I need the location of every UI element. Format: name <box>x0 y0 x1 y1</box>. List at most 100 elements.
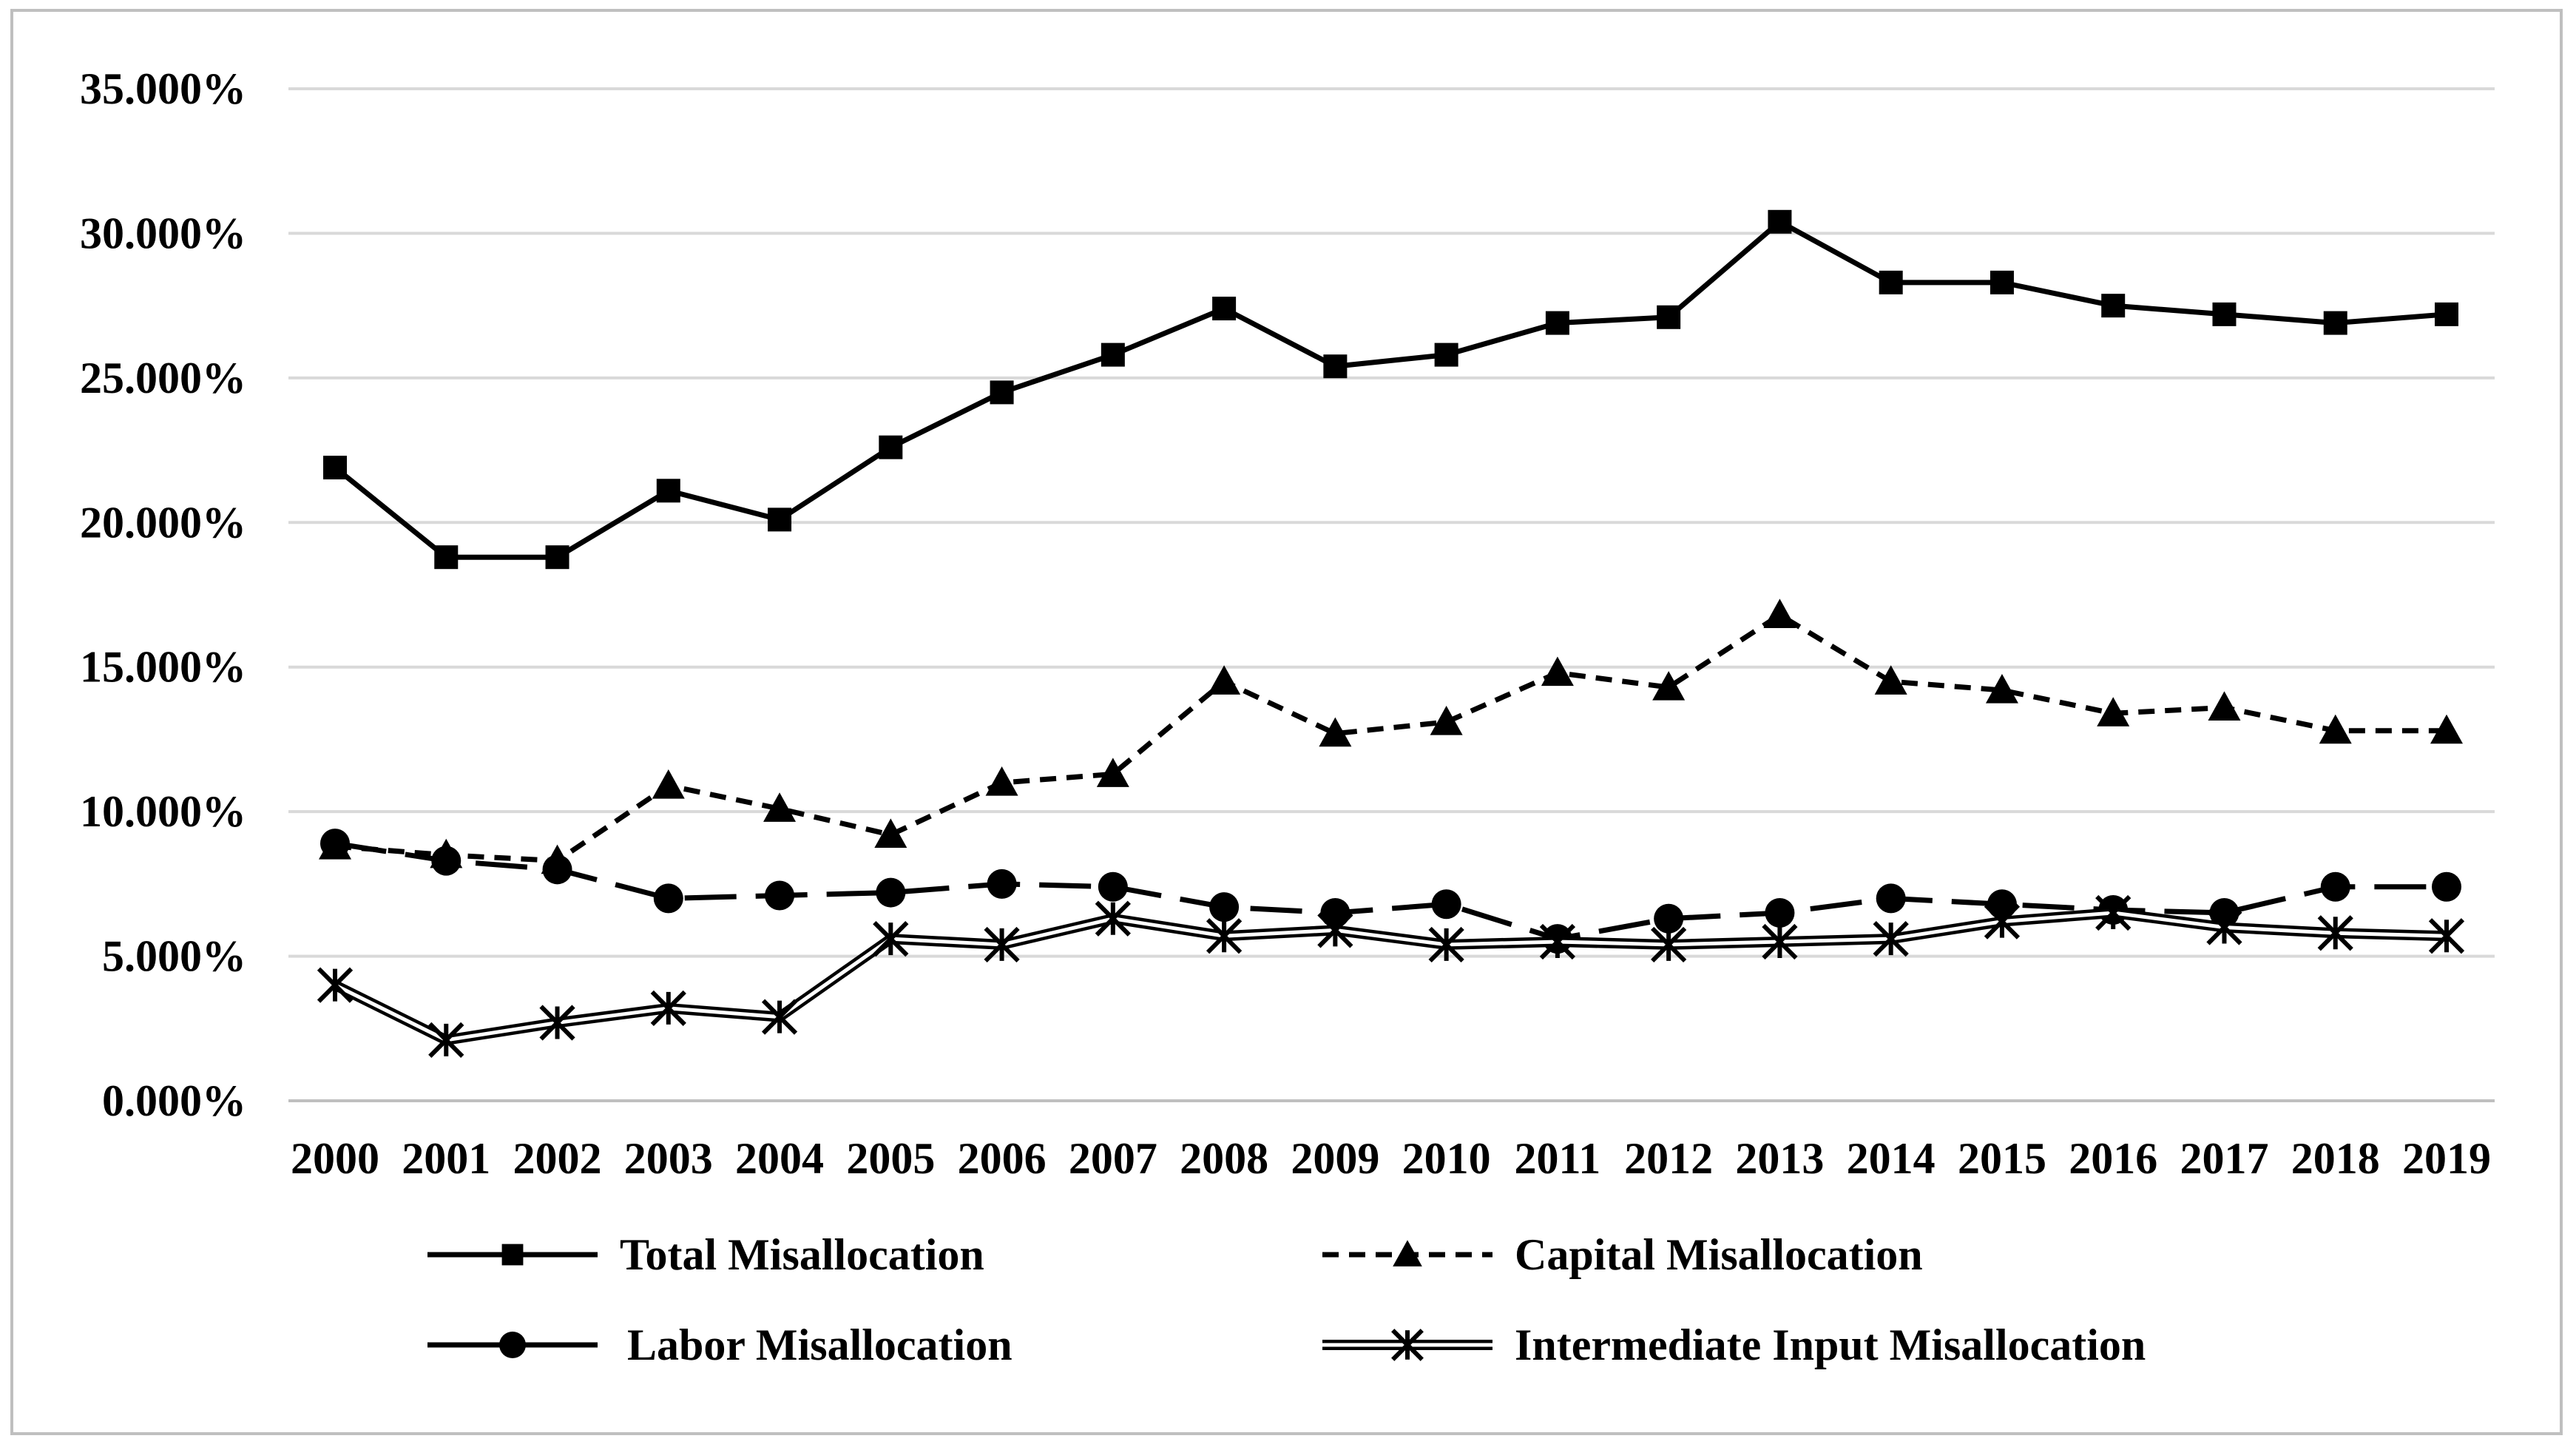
x-tick-label: 2004 <box>735 1134 824 1183</box>
star-marker <box>2206 909 2242 945</box>
circle-marker <box>1765 897 1795 928</box>
y-tick-label: 15.000% <box>80 643 246 692</box>
circle-marker <box>1654 903 1684 934</box>
square-marker <box>1323 354 1348 379</box>
circle-marker <box>1876 883 1906 914</box>
x-tick-label: 2013 <box>1735 1134 1824 1183</box>
star-marker <box>761 999 798 1035</box>
square-marker <box>990 380 1014 405</box>
circle-marker <box>653 883 683 914</box>
y-tick-label: 30.000% <box>80 209 246 257</box>
series-line <box>334 612 2447 864</box>
y-tick-label: 25.000% <box>80 354 246 402</box>
square-marker <box>2323 311 2347 335</box>
square-marker <box>2101 294 2126 318</box>
circle-marker <box>876 877 906 908</box>
square-marker <box>545 545 569 570</box>
legend-label: Capital Misallocation <box>1515 1230 1923 1279</box>
star-marker <box>1873 920 1909 957</box>
circle-marker <box>431 846 462 876</box>
star-marker <box>1428 926 1464 963</box>
y-tick-label: 20.000% <box>80 498 246 547</box>
star-marker <box>2428 918 2465 954</box>
x-tick-label: 2010 <box>1402 1134 1491 1183</box>
x-tick-label: 2007 <box>1069 1134 1157 1183</box>
triangle-marker <box>1319 717 1352 747</box>
circle-marker <box>2320 871 2350 902</box>
triangle-marker <box>1393 1240 1422 1266</box>
square-marker <box>1212 297 1237 321</box>
star-marker <box>1391 1329 1424 1361</box>
star-marker <box>650 990 686 1027</box>
x-tick-label: 2005 <box>846 1134 935 1183</box>
gridlines <box>288 87 2495 1102</box>
legend-item: Capital Misallocation <box>1322 1230 1923 1279</box>
legend-item: Labor Misallocation <box>427 1320 1013 1369</box>
series-lines <box>317 209 2465 1059</box>
y-tick-label: 35.000% <box>80 64 246 113</box>
square-marker <box>656 479 680 503</box>
x-tick-label: 2011 <box>1515 1134 1601 1183</box>
star-marker <box>984 926 1020 963</box>
series-line <box>334 840 2447 942</box>
star-marker <box>1651 926 1687 963</box>
x-tick-label: 2006 <box>958 1134 1047 1183</box>
star-marker <box>1206 918 1243 954</box>
y-axis-ticks: 0.000% 5.000% 10.000% 15.000% 20.000% 25.000%… <box>80 64 246 1125</box>
triangle-marker <box>2430 714 2463 744</box>
circle-marker <box>987 868 1017 899</box>
circle-marker <box>499 1332 526 1358</box>
x-tick-label: 2019 <box>2402 1134 2491 1183</box>
triangle-marker <box>1874 665 1907 695</box>
x-tick-label: 2014 <box>1847 1134 1936 1183</box>
legend-item: Intermediate Input Misallocation <box>1322 1320 2146 1369</box>
triangle-marker <box>985 766 1018 796</box>
triangle-marker <box>1208 665 1241 695</box>
triangle-marker <box>1652 671 1686 701</box>
circle-marker <box>765 880 795 911</box>
series-total-misallocation <box>323 209 2458 570</box>
triangle-marker <box>2319 714 2352 744</box>
x-axis-ticks: 2000 2001 2002 2003 2004 2005 2006 2007 2008 2009… <box>291 1134 2491 1183</box>
star-marker <box>873 920 909 957</box>
star-marker <box>2317 915 2353 951</box>
chart-frame: 0.000% 5.000% 10.000% 15.000% 20.000% 25.000%… <box>10 9 2563 1435</box>
y-tick-label: 10.000% <box>80 787 246 836</box>
square-marker <box>1657 305 1681 329</box>
series-line <box>333 219 2447 560</box>
star-marker <box>1762 923 1798 960</box>
star-marker <box>317 967 354 1003</box>
series-capital-misallocation <box>319 598 2463 874</box>
square-marker <box>768 507 792 532</box>
legend-label: Intermediate Input Misallocation <box>1515 1320 2146 1369</box>
square-marker <box>2212 302 2237 326</box>
square-marker <box>1768 209 1792 234</box>
x-tick-label: 2001 <box>402 1134 490 1183</box>
line-chart: 0.000% 5.000% 10.000% 15.000% 20.000% 25.000%… <box>80 64 2495 1369</box>
square-marker <box>501 1244 524 1266</box>
triangle-marker <box>1096 758 1129 787</box>
y-tick-label: 5.000% <box>102 932 246 981</box>
x-tick-label: 2003 <box>624 1134 713 1183</box>
x-tick-label: 2018 <box>2291 1134 2380 1183</box>
y-tick-label: 0.000% <box>102 1076 246 1125</box>
square-marker <box>1101 343 1125 367</box>
series-intermediate-input-misallocation <box>317 894 2465 1059</box>
triangle-marker <box>652 769 685 799</box>
star-marker <box>539 1005 575 1041</box>
circle-marker <box>2432 871 2461 902</box>
legend: Total Misallocation Capital Misallocation… <box>427 1230 2146 1369</box>
x-tick-label: 2002 <box>513 1134 602 1183</box>
star-marker <box>2095 894 2132 931</box>
square-marker <box>1990 270 2014 294</box>
x-tick-label: 2015 <box>1958 1134 2046 1183</box>
x-tick-label: 2016 <box>2069 1134 2157 1183</box>
star-marker <box>1539 923 1576 960</box>
square-marker <box>323 456 347 480</box>
square-marker <box>1434 343 1458 367</box>
legend-label: Labor Misallocation <box>627 1320 1013 1369</box>
circle-marker <box>542 854 572 885</box>
star-marker <box>1095 900 1131 937</box>
x-tick-label: 2008 <box>1180 1134 1268 1183</box>
star-marker <box>1984 903 2021 940</box>
